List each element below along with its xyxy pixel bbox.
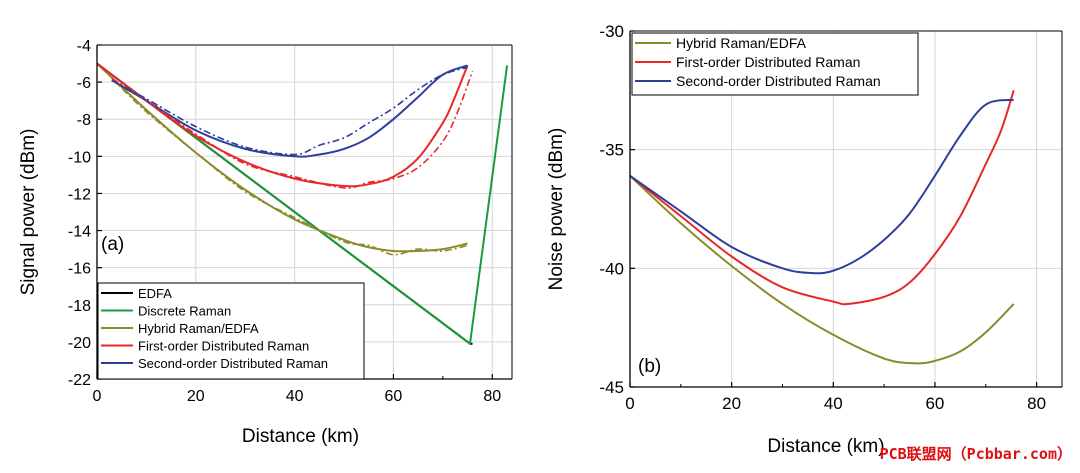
series-line-hybrid-raman-edfa-measured-	[111, 77, 468, 256]
series-line-second-order-distributed-raman	[630, 98, 1014, 275]
series-line-hybrid-raman-edfa	[97, 62, 468, 253]
x-tick-label: 60	[925, 394, 944, 413]
series-line-second-order-distributed-raman-measured-	[111, 66, 468, 156]
legend-entry: EDFA	[138, 286, 172, 301]
x-axis-title: Distance (km)	[767, 436, 884, 457]
x-tick-label: 20	[722, 394, 741, 413]
x-tick-label: 40	[286, 388, 304, 405]
legend-entry: First-order Distributed Raman	[676, 54, 860, 70]
legend-entry: Hybrid Raman/EDFA	[138, 321, 259, 336]
y-tick-label: -8	[77, 112, 91, 129]
y-tick-label: -20	[68, 335, 91, 352]
y-tick-label: -45	[599, 378, 624, 397]
x-tick-label: 40	[824, 394, 843, 413]
chart-panel-b: 0 20 40 60 80 -45 -40 -35 -30 Distance (km) Noise …	[546, 22, 1063, 457]
legend-entry: Second-order Distributed Raman	[676, 73, 881, 89]
legend-entry: Hybrid Raman/EDFA	[676, 35, 807, 51]
y-tick-label: -22	[68, 372, 91, 389]
series-line-discrete-raman	[97, 62, 509, 345]
y-tick-label: -6	[77, 75, 91, 92]
y-tick-label: -14	[68, 224, 91, 241]
x-tick-label: 0	[93, 388, 102, 405]
series-line-hybrid-raman-edfa	[630, 175, 1015, 365]
legend-entry: First-order Distributed Raman	[138, 339, 309, 354]
y-tick-label: -40	[599, 259, 624, 278]
series-line-second-order-distributed-raman	[111, 64, 468, 158]
series-group	[97, 62, 509, 345]
x-tick-label: 20	[187, 388, 205, 405]
y-tick-label: -35	[599, 141, 624, 160]
legend-box	[631, 32, 919, 96]
series-line-first-order-distributed-raman	[630, 90, 1015, 306]
y-tick-label: -10	[68, 149, 91, 166]
x-tick-label: 0	[625, 394, 634, 413]
legend-entry: Second-order Distributed Raman	[138, 356, 328, 371]
panel-label: (b)	[638, 356, 661, 377]
y-tick-label: -16	[68, 261, 91, 278]
series-group	[630, 90, 1015, 365]
y-tick-label: -12	[68, 186, 91, 203]
series-line-first-order-distributed-raman-measured-	[111, 70, 474, 189]
panel-label: (a)	[101, 234, 124, 255]
x-tick-label: 80	[483, 388, 501, 405]
y-tick-label: -4	[77, 38, 91, 55]
x-tick-label: 60	[385, 388, 403, 405]
chart-panel-a: 0 20 40 60 80 -22 -20 -18 -16 -14 -12 -10 -8 -6 -4 Dist…	[18, 38, 513, 447]
y-axis-title: Noise power (dBm)	[546, 128, 567, 291]
legend-box	[97, 282, 365, 380]
watermark-text: PCB联盟网（Pcbbar.com）	[879, 445, 1072, 463]
legend-entry: Discrete Raman	[138, 304, 231, 319]
y-axis-title: Signal power (dBm)	[18, 129, 39, 296]
y-tick-label: -30	[599, 22, 624, 41]
x-axis-title: Distance (km)	[242, 426, 359, 447]
y-tick-label: -18	[68, 298, 91, 315]
x-tick-label: 80	[1027, 394, 1046, 413]
